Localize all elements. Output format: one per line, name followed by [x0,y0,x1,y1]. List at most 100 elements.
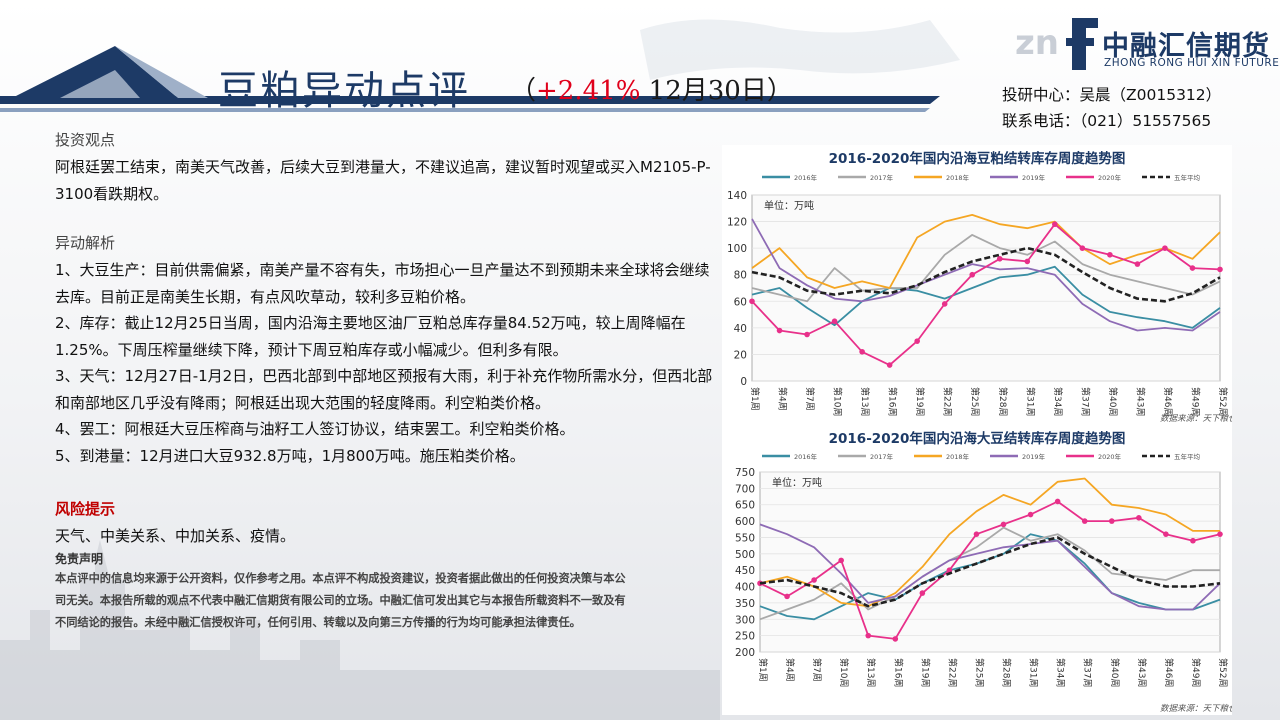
source-label: 数据来源：天下粮仓 [1160,413,1232,424]
x-tick-label: 第1周 [757,658,769,682]
x-tick-label: 第43周 [1134,387,1146,416]
y-tick-label: 400 [735,582,755,594]
x-tick-label: 第16周 [887,387,899,416]
y-tick-label: 140 [727,190,747,202]
data-point [1190,537,1196,544]
x-tick-label: 第7周 [804,387,816,411]
series-line [759,523,1221,611]
x-tick-label: 第37周 [1079,387,1091,416]
title-change-date: （+2.41% 12月30日） [510,70,793,107]
data-point [886,362,893,368]
x-tick-label: 第31周 [1028,658,1040,687]
y-tick-label: 0 [740,376,747,388]
y-tick-label: 600 [735,516,755,528]
data-point [996,255,1003,262]
legend-label: 五年平均 [1174,452,1201,461]
y-tick-label: 550 [735,532,755,544]
x-tick-label: 第7周 [811,658,823,682]
y-tick-label: 40 [734,323,747,335]
y-tick-label: 650 [735,500,755,512]
data-point [1189,265,1196,271]
x-tick-label: 第43周 [1136,658,1148,687]
y-tick-label: 750 [735,467,755,479]
legend-label: 五年平均 [1174,173,1201,182]
data-point [1107,251,1113,258]
data-point [804,331,810,338]
y-tick-label: 700 [735,483,755,495]
y-tick-label: 100 [727,243,747,255]
data-point [831,318,838,325]
data-point [1163,531,1169,537]
view-heading: 投资观点 [55,131,116,149]
data-point [919,590,926,596]
x-tick-label: 第4周 [784,658,796,682]
x-tick-label: 第25周 [969,387,981,416]
data-point [838,557,844,564]
data-point [1217,266,1223,273]
data-point [941,301,948,307]
y-tick-label: 120 [727,217,747,229]
data-point [973,531,980,537]
x-tick-label: 第4周 [777,387,789,411]
x-tick-label: 第49周 [1189,387,1201,416]
data-point [1079,245,1086,251]
analysis-item: 2、库存：截止12月25日当周，国内沿海主要地区油厂豆粕总库存量84.52万吨，… [55,314,686,359]
analyst-line: 投研中心：吴晨（Z0015312） [1002,86,1222,104]
legend-label: 2019年 [1022,452,1046,461]
analysis-heading: 异动解析 [55,234,116,252]
data-point [1217,531,1223,537]
price-change: +2.41% [536,76,641,106]
y-tick-label: 200 [735,647,755,659]
x-tick-label: 第40周 [1107,387,1119,416]
series-line [751,214,1221,289]
legend-label: 2016年 [794,173,818,182]
x-tick-label: 第37周 [1082,658,1094,687]
x-tick-label: 第13周 [859,387,871,416]
logo-text-en: ZHONG RONG HUI XIN FUTURES [1104,57,1280,69]
series-line [751,223,1221,367]
legend-label: 2020年 [1098,173,1122,182]
series-line [751,234,1221,303]
x-tick-label: 第19周 [914,387,926,416]
data-point [1027,511,1034,518]
commentary-column: 投资观点 阿根廷罢工结束，南美天气改善，后续大豆到港量大，不建议追高，建议暂时观… [55,126,715,634]
x-tick-label: 第22周 [946,658,958,687]
x-tick-label: 第25周 [973,658,985,687]
page-title: 豆粕异动点评 [218,68,470,114]
x-tick-label: 第13周 [865,658,877,687]
series-line [759,477,1220,608]
data-point [1024,258,1031,265]
x-tick-label: 第10周 [838,658,850,687]
unit-label: 单位：万吨 [772,476,822,489]
y-tick-label: 350 [735,598,755,610]
meal-inventory-chart: 2016-2020年国内沿海豆粕结转库存周度趋势图 2016年 2017年 2018年… [722,145,1238,425]
x-tick-label: 第52周 [1217,658,1229,687]
meal-inventory-chart-svg: 2016-2020年国内沿海豆粕结转库存周度趋势图 2016年 2017年 2018年… [727,150,1238,424]
legend-label: 2017年 [870,173,894,182]
legend-label: 2016年 [794,452,818,461]
data-point [776,327,783,334]
logo-text-cn: 中融汇信期货 [1102,31,1270,62]
x-tick-label: 第34周 [1052,387,1064,416]
disclaimer-text: 本点评中的信息均来源于公开资料，仅作参考之用。本点评不构成投资建议，投资者据此做… [55,571,626,629]
legend-label: 2019年 [1022,173,1046,182]
x-tick-label: 第22周 [942,387,954,416]
data-point [914,338,920,344]
x-tick-label: 第16周 [892,658,904,687]
x-tick-label: 第31周 [1024,387,1036,416]
title-paren: （ [510,76,537,106]
legend-label: 2018年 [946,452,970,461]
analysis-item: 4、罢工：阿根廷大豆压榨商与油籽工人签订协议，结束罢工。利空粕类价格。 [55,420,575,438]
series-line [759,536,1221,608]
x-tick-label: 第28周 [1001,658,1013,687]
y-tick-label: 250 [735,631,755,643]
x-tick-label: 第34周 [1055,658,1067,687]
analysis-item: 5、到港量：12月进口大豆932.8万吨，1月800万吨。施压粕类价格。 [55,446,525,465]
data-point [1108,518,1115,524]
chart-title: 2016-2020年国内沿海豆粕结转库存周度趋势图 [829,150,1126,167]
data-point [1136,515,1142,521]
chart-title: 2016-2020年国内沿海大豆结转库存周度趋势图 [829,430,1126,447]
y-tick-label: 20 [734,349,747,361]
data-point [865,632,872,639]
x-tick-label: 第28周 [997,387,1009,416]
